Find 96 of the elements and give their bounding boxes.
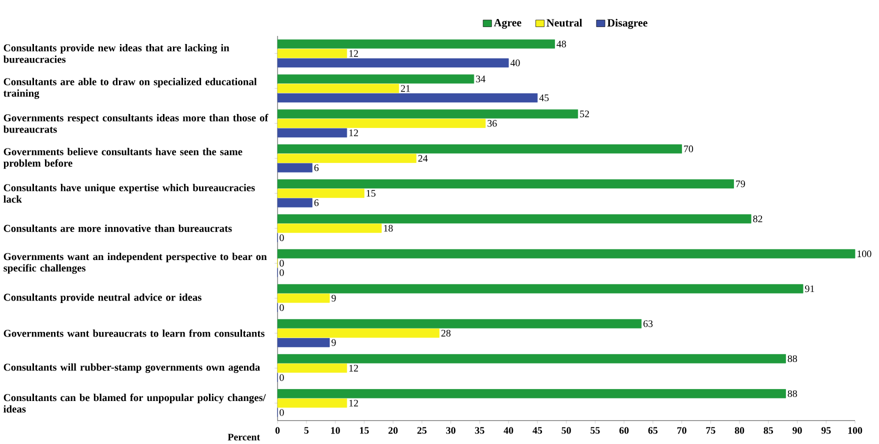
- data-label: 12: [349, 50, 358, 57]
- y-tick-label: Consultants will rubber-stamp governments own agenda: [4, 364, 260, 374]
- data-label: 15: [366, 190, 376, 197]
- bar: [277, 144, 682, 154]
- bar: [277, 74, 474, 84]
- bar: [277, 40, 555, 49]
- x-tick-label: 35: [475, 427, 484, 434]
- x-tick-label: 25: [417, 427, 427, 434]
- data-label: 12: [349, 364, 358, 372]
- bar: [277, 294, 330, 303]
- x-tick-label: 15: [360, 427, 369, 434]
- data-label: 9: [332, 294, 336, 302]
- bar: [277, 398, 348, 408]
- x-tick-label: 45: [532, 427, 542, 434]
- data-label: 36: [488, 120, 497, 127]
- bar: [277, 249, 856, 258]
- x-tick-label: 80: [734, 427, 744, 434]
- x-tick-label: 70: [677, 427, 686, 434]
- bar: [277, 319, 642, 328]
- data-label: 12: [349, 400, 358, 407]
- legend-label: Disagree: [607, 18, 648, 29]
- x-tick-label: 60: [619, 427, 629, 434]
- data-label: 9: [332, 339, 336, 346]
- y-tick-label: Governments believe consultants have seen the same problem before: [3, 148, 242, 169]
- bar: [277, 188, 364, 198]
- bar: [277, 154, 416, 164]
- x-tick-label: 95: [821, 427, 831, 434]
- y-tick-label: Governments want bureaucrats to learn from consultants: [4, 330, 264, 338]
- bar: [277, 84, 400, 94]
- data-label: 34: [476, 76, 486, 82]
- data-label: 12: [349, 130, 358, 136]
- bar: [277, 49, 348, 58]
- data-label: 6: [314, 200, 319, 206]
- y-tick-label: Consultants are able to draw on specialized educational training: [3, 78, 257, 100]
- bar: [277, 338, 330, 348]
- x-tick-label: 10: [331, 427, 340, 434]
- x-tick-label: 100: [848, 427, 862, 434]
- bar: [277, 354, 786, 364]
- bar: [277, 163, 312, 172]
- x-axis-title: Percent: [228, 434, 260, 441]
- bar: [277, 198, 312, 208]
- bar: [277, 58, 509, 68]
- data-label: 48: [556, 40, 566, 48]
- y-tick-label: Governments want an independent perspective to bear on specific challenges: [4, 252, 267, 274]
- data-label: 24: [418, 155, 428, 162]
- x-tick-label: 50: [562, 427, 571, 434]
- bar: [277, 389, 786, 398]
- data-label: 0: [280, 409, 284, 416]
- data-label: 0: [280, 304, 284, 312]
- data-label: 88: [788, 355, 797, 362]
- bar: [277, 109, 578, 119]
- data-label: 6: [314, 164, 319, 172]
- x-tick-label: 75: [706, 427, 716, 434]
- x-tick-label: 90: [792, 427, 802, 434]
- y-tick-label: Consultants provide new ideas that are lacking in bureaucracies: [3, 44, 230, 63]
- x-tick-label: 85: [764, 427, 774, 434]
- x-tick-label: 30: [446, 427, 456, 434]
- bar: [277, 93, 538, 103]
- data-label: 63: [643, 320, 653, 328]
- bar: [277, 364, 348, 373]
- x-tick-label: 0: [275, 427, 280, 434]
- x-tick-label: 65: [648, 427, 658, 434]
- x-tick-label: 5: [304, 427, 309, 434]
- data-label: 91: [805, 286, 814, 292]
- y-tick-label: Consultants can be blamed for unpopular policy changes/ ideas: [4, 394, 266, 413]
- x-tick-label: 55: [590, 427, 600, 434]
- y-tick-label: Governments respect consultants ideas more than those of bureaucrats: [3, 114, 268, 133]
- data-label: 40: [510, 60, 520, 66]
- data-label: 79: [736, 180, 745, 188]
- bar: [277, 284, 804, 294]
- data-label: 0: [280, 269, 284, 276]
- bar: [277, 118, 486, 128]
- data-label: 70: [684, 146, 694, 152]
- data-label: 82: [753, 216, 762, 222]
- data-label: 18: [384, 225, 393, 232]
- legend-label: Agree: [494, 19, 522, 29]
- data-label: 28: [441, 330, 451, 337]
- data-label: 45: [539, 94, 549, 102]
- data-label: 100: [858, 250, 872, 258]
- y-tick-label: Consultants provide neutral advice or ideas: [4, 294, 202, 304]
- data-label: 88: [788, 390, 797, 398]
- bar: [277, 328, 440, 338]
- x-tick-label: 20: [388, 427, 398, 434]
- bar: [277, 214, 752, 224]
- data-label: 0: [280, 374, 284, 382]
- data-label: 0: [280, 260, 284, 267]
- bar: [277, 128, 348, 138]
- bar: [277, 179, 734, 189]
- data-label: 21: [400, 85, 410, 92]
- data-label: 52: [580, 110, 589, 118]
- x-tick-label: 40: [504, 427, 514, 434]
- data-label: 0: [280, 234, 284, 242]
- bar: [277, 224, 382, 233]
- legend-label: Neutral: [546, 18, 582, 27]
- y-tick-label: Consultants are more innovative than bureaucrats: [4, 224, 232, 232]
- y-tick-label: Consultants have unique expertise which bureaucracies lack: [4, 184, 255, 203]
